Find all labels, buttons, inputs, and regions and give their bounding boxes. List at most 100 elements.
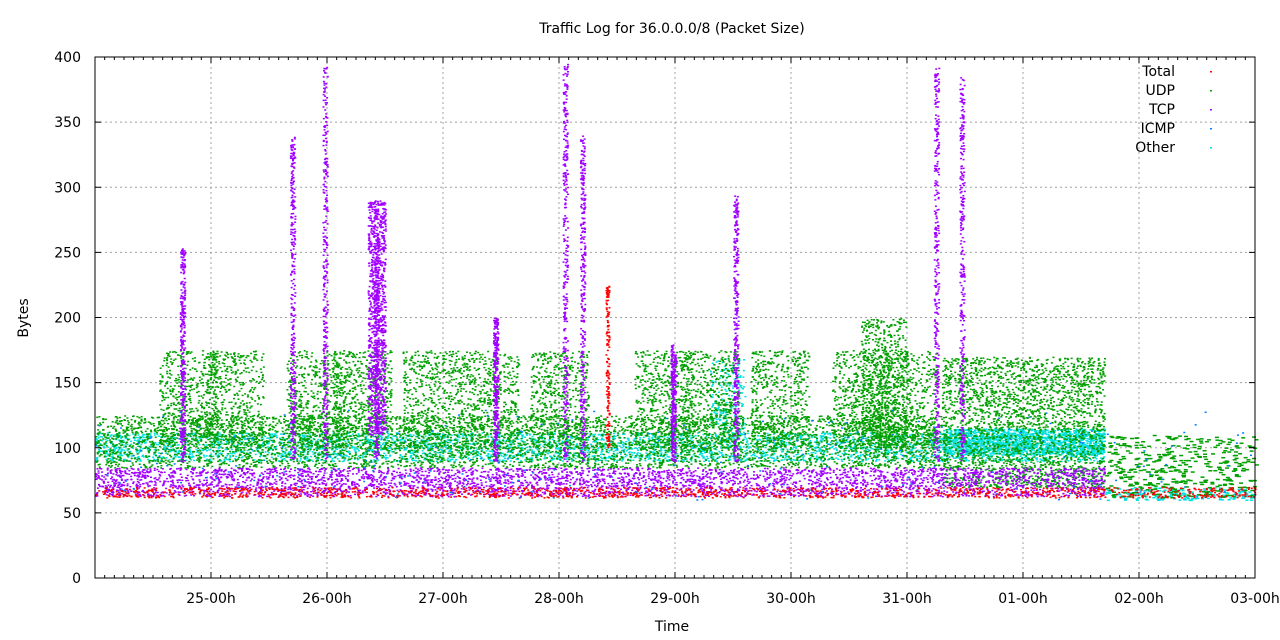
data-point [887,458,889,460]
data-point [218,433,220,435]
data-point [862,441,864,443]
data-point [955,441,957,443]
data-point [1025,445,1027,447]
data-point [927,446,929,448]
data-point [1076,428,1078,430]
data-point [613,451,615,453]
data-point [775,459,777,461]
data-point [850,456,852,458]
data-point [721,454,723,456]
data-point [680,435,682,437]
data-point [1036,430,1038,432]
data-point [95,438,97,440]
data-point [157,444,159,446]
data-point [990,454,992,456]
data-point [825,432,827,434]
data-point [200,438,202,440]
data-point [318,452,320,454]
data-point [517,445,519,447]
data-point [800,450,802,452]
data-point [412,460,414,462]
data-point [860,455,862,457]
data-point [657,459,659,461]
data-point [723,441,725,443]
data-point [643,437,645,439]
data-point [346,455,348,457]
data-point [992,441,994,443]
data-point [719,456,721,458]
data-point [651,437,653,439]
data-point [625,456,627,458]
data-point [430,445,432,447]
data-point [605,460,607,462]
data-point [693,454,695,456]
data-point [547,453,549,455]
data-point [827,433,829,435]
data-point [458,435,460,437]
data-point [142,448,144,450]
data-point [506,454,508,456]
data-point [946,449,948,451]
data-point [462,435,464,437]
data-point [612,437,614,439]
data-point [757,435,759,437]
data-point [1054,434,1056,436]
data-point [271,457,273,459]
data-point [588,450,590,452]
data-point [682,459,684,461]
data-point [1079,448,1081,450]
data-point [1075,432,1077,434]
data-point [277,455,279,457]
data-point [766,438,768,440]
data-point [708,460,710,462]
data-point [953,453,955,455]
data-point [1001,435,1003,437]
data-point [821,439,823,441]
data-point [142,434,144,436]
data-point [503,456,505,458]
data-point [380,436,382,438]
data-point [107,432,109,434]
data-point [300,458,302,460]
data-point [983,445,985,447]
data-point [1081,440,1083,442]
data-point [1095,445,1097,447]
data-point [996,451,998,453]
data-point [217,441,219,443]
data-point [916,458,918,460]
data-point [915,455,917,457]
data-point [816,440,818,442]
data-point [985,448,987,450]
data-point [802,459,804,461]
data-point [99,443,101,445]
data-point [529,433,531,435]
data-point [973,440,975,442]
data-point [1029,442,1031,444]
data-point [803,455,805,457]
data-point [822,435,824,437]
data-point [981,444,983,446]
data-point [993,432,995,434]
data-point [1095,443,1097,445]
data-point [604,447,606,449]
data-point [626,450,628,452]
data-point [831,453,833,455]
data-point [234,453,236,455]
data-point [130,441,132,443]
data-point [816,451,818,453]
data-point [447,458,449,460]
data-point [531,438,533,440]
data-point [1097,453,1099,455]
data-point [489,460,491,462]
data-point [613,460,615,462]
data-point [950,448,952,450]
data-point [939,444,941,446]
data-point [1052,453,1054,455]
data-point [557,448,559,450]
data-point [358,450,360,452]
data-point [744,436,746,438]
data-point [823,452,825,454]
data-point [244,439,246,441]
data-point [664,457,666,459]
data-point [792,459,794,461]
